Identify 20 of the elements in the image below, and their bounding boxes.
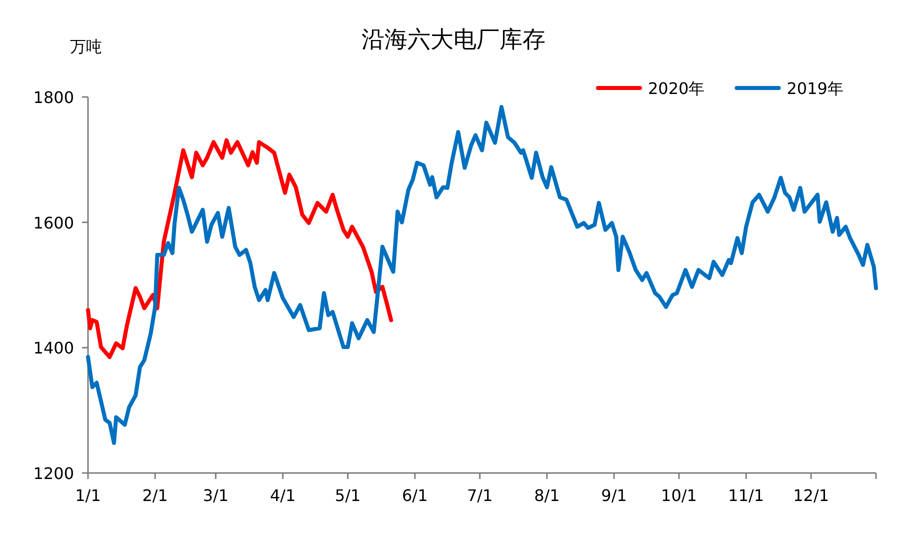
x-tick-label: 6/1 [402,486,428,505]
x-tick-label: 1/1 [75,486,101,505]
y-tick-label: 1600 [33,213,74,232]
x-tick-label: 4/1 [270,486,296,505]
x-tick-label: 9/1 [601,486,627,505]
y-axis-title: 万吨 [70,37,102,56]
x-tick-label: 5/1 [334,486,361,505]
x-tick-label: 10/1 [661,486,697,505]
y-tick-label: 1400 [33,338,74,358]
x-tick-label: 2/1 [142,486,168,505]
x-tick-label: 12/1 [793,486,830,505]
y-tick-label: 1800 [33,88,74,107]
x-tick-label: 3/1 [202,486,229,505]
x-tick-label: 7/1 [466,486,493,505]
legend-label: 2020年 [648,79,705,98]
legend-label: 2019年 [786,79,844,98]
x-tick-label: 11/1 [728,486,764,505]
y-tick-label: 1200 [33,464,74,483]
chart-title: 沿海六大电厂库存 [362,27,546,53]
x-tick-label: 8/1 [534,486,560,505]
